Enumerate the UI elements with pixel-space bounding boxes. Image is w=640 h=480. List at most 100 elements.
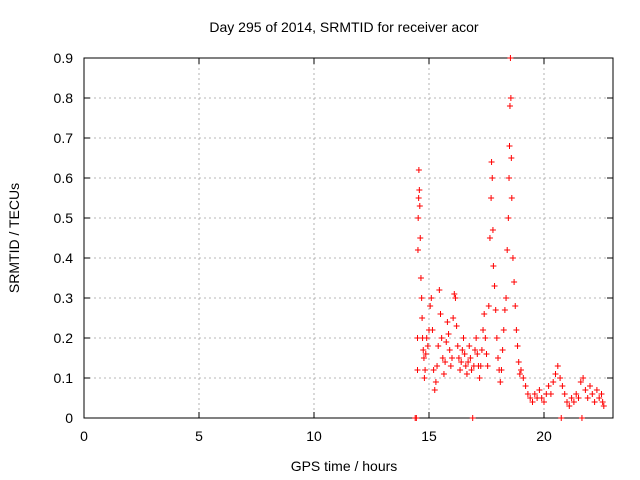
data-point	[482, 335, 489, 341]
y-tick-label: 0.8	[54, 90, 74, 106]
data-point	[507, 55, 514, 61]
data-point	[570, 399, 577, 405]
data-point	[444, 319, 451, 325]
grid-lines	[84, 58, 613, 418]
data-point	[449, 355, 455, 361]
y-tick-label: 0.3	[54, 290, 74, 306]
data-point	[435, 343, 442, 349]
data-point	[416, 187, 423, 193]
data-point	[552, 371, 559, 377]
data-point	[564, 399, 570, 405]
y-tick-label: 0.5	[54, 210, 74, 226]
data-point	[573, 391, 580, 397]
data-point	[488, 159, 495, 165]
data-point	[490, 263, 497, 269]
data-point	[557, 375, 564, 381]
data-point	[431, 387, 438, 393]
data-point	[600, 403, 607, 409]
data-point	[415, 167, 422, 173]
data-point	[580, 375, 587, 381]
chart-title: Day 295 of 2014, SRMTID for receiver aco…	[209, 19, 479, 35]
data-point	[550, 379, 557, 385]
data-point	[520, 375, 527, 381]
data-point	[529, 399, 536, 405]
data-point	[512, 303, 519, 309]
data-point	[452, 295, 459, 301]
data-point	[599, 399, 606, 405]
data-point	[506, 175, 513, 181]
data-point	[518, 367, 524, 373]
data-point	[511, 279, 518, 285]
x-tick-label: 15	[421, 428, 437, 444]
data-point	[566, 403, 573, 409]
data-point	[559, 383, 566, 389]
data-point	[493, 335, 500, 341]
data-point	[516, 371, 523, 377]
x-tick-label: 20	[536, 428, 552, 444]
data-point	[450, 315, 457, 321]
data-point	[589, 391, 596, 397]
plot-frame	[83, 57, 614, 419]
data-point	[460, 335, 467, 341]
data-point	[513, 327, 520, 333]
data-point	[463, 371, 470, 377]
data-point	[531, 391, 538, 397]
data-point	[422, 351, 429, 357]
data-point	[508, 195, 515, 201]
data-point	[593, 387, 600, 393]
data-point	[472, 347, 478, 353]
y-tick-label: 0.1	[54, 370, 74, 386]
data-point	[488, 195, 495, 201]
data-point	[495, 355, 501, 361]
y-tick-label: 0.7	[54, 130, 74, 146]
data-point	[489, 175, 496, 181]
data-point	[476, 375, 483, 381]
data-point	[484, 363, 491, 369]
data-point	[474, 351, 481, 357]
data-point	[436, 287, 443, 293]
x-tick-label: 5	[195, 428, 203, 444]
data-point	[465, 359, 472, 365]
y-tick-label: 0	[65, 410, 73, 426]
x-tick-label: 0	[80, 428, 88, 444]
data-points	[412, 55, 607, 421]
data-point	[477, 363, 484, 369]
data-point	[414, 367, 421, 373]
data-point	[420, 347, 427, 353]
data-point	[527, 395, 534, 401]
data-point	[577, 379, 584, 385]
data-point	[432, 379, 439, 385]
data-point	[481, 311, 488, 317]
data-point	[485, 303, 492, 309]
data-point	[558, 415, 565, 421]
data-point	[437, 311, 444, 317]
data-point	[561, 391, 568, 397]
data-point	[506, 143, 513, 149]
data-point	[415, 195, 422, 201]
data-point	[413, 415, 420, 421]
data-point	[478, 347, 485, 353]
data-point	[473, 335, 480, 341]
data-point	[498, 367, 505, 373]
data-point	[440, 371, 447, 377]
data-point	[422, 367, 429, 373]
data-point	[451, 291, 458, 297]
data-point	[508, 155, 515, 161]
data-point	[421, 375, 428, 381]
data-point	[459, 347, 466, 353]
data-point	[492, 307, 499, 313]
data-point	[509, 255, 516, 261]
data-point	[430, 367, 437, 373]
data-point	[427, 303, 434, 309]
data-point	[541, 399, 547, 405]
data-point	[504, 247, 511, 253]
data-point	[545, 383, 552, 389]
data-point	[461, 351, 468, 357]
data-point	[469, 415, 476, 421]
x-tick-label: 10	[306, 428, 322, 444]
data-point	[507, 95, 514, 101]
data-point	[538, 395, 545, 401]
data-point	[434, 363, 441, 369]
data-point	[584, 395, 591, 401]
